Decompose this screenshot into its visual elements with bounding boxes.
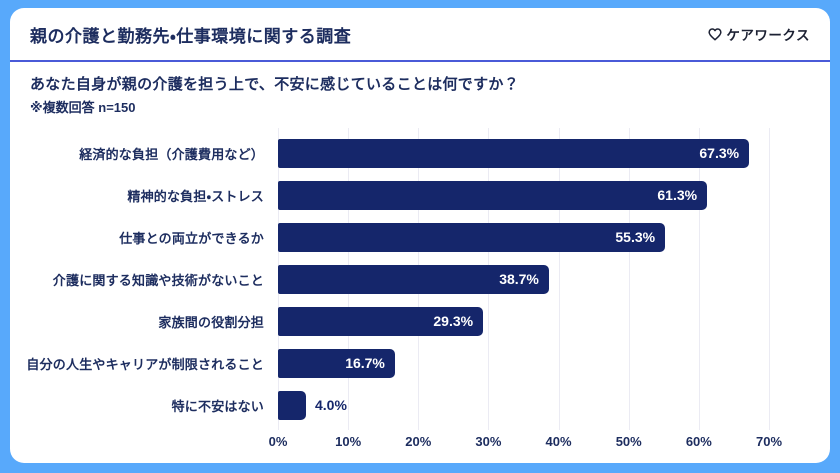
- bar-row: 家族間の役割分担 29.3%: [10, 300, 830, 342]
- bar-track: 29.3%: [278, 306, 768, 336]
- bar: 16.7%: [278, 348, 395, 378]
- value-label: 4.0%: [315, 397, 347, 413]
- category-label: 家族間の役割分担: [158, 314, 264, 330]
- bar-track: 4.0%: [278, 390, 768, 420]
- page-title: 親の介護と勤務先・仕事環境に関する調査: [30, 26, 352, 46]
- value-label: 61.3%: [657, 187, 698, 203]
- x-axis-tick: 30%: [475, 434, 502, 449]
- bar: 38.7%: [278, 264, 549, 294]
- heart-outline-icon: [708, 27, 722, 41]
- bar: [278, 390, 306, 420]
- x-axis-tick: 10%: [335, 434, 362, 449]
- bar-row: 仕事との両立ができるか 55.3%: [10, 216, 830, 258]
- card-header: 親の介護と勤務先・仕事環境に関する調査 ケアワークス: [10, 8, 830, 62]
- bar-row: 特に不安はない 4.0%: [10, 384, 830, 426]
- brand-logo: ケアワークス: [708, 24, 810, 44]
- bar-row: 自分の人生やキャリアが制限されること 16.7%: [10, 342, 830, 384]
- value-label: 29.3%: [433, 313, 474, 329]
- bar-row: 介護に関する知識や技術がないこと 38.7%: [10, 258, 830, 300]
- value-label: 67.3%: [699, 145, 740, 161]
- value-label: 16.7%: [345, 355, 385, 371]
- bar-track: 38.7%: [278, 264, 768, 294]
- question-block: あなた自身が親の介護を担う上で、不安に感じていることは何ですか？ ※複数回答 n…: [10, 62, 830, 116]
- category-label: 経済的な負担（介護費用など）: [79, 146, 264, 162]
- category-label: 特に不安はない: [171, 398, 264, 414]
- category-label: 精神的な負担・ストレス: [127, 188, 264, 204]
- bar: 55.3%: [278, 222, 666, 252]
- bar: 61.3%: [278, 180, 708, 210]
- x-axis-tick: 0%: [268, 434, 288, 449]
- x-axis: 0% 10% 20% 30% 40% 50% 60% 70%: [269, 426, 782, 456]
- x-axis-tick: 20%: [405, 434, 432, 449]
- value-label: 55.3%: [615, 229, 656, 245]
- bar-track: 55.3%: [278, 222, 768, 252]
- bar-track: 61.3%: [278, 180, 768, 210]
- x-axis-tick: 70%: [755, 434, 783, 449]
- bar: 29.3%: [278, 306, 484, 336]
- bar-rows: 経済的な負担（介護費用など） 67.3% 精神的な負担・ストレス 61.3% 仕事との両…: [10, 128, 830, 430]
- x-axis-tick: 40%: [545, 434, 572, 449]
- brand-logo-text: ケアワークス: [726, 28, 810, 43]
- category-label: 自分の人生やキャリアが制限されること: [26, 356, 264, 372]
- category-label: 仕事との両立ができるか: [119, 230, 264, 246]
- value-label: 38.7%: [499, 271, 539, 287]
- bar-track: 67.3%: [278, 138, 768, 168]
- bar-track: 16.7%: [278, 348, 768, 378]
- bar: 67.3%: [278, 138, 750, 168]
- question-note: ※複数回答 n=150: [30, 100, 136, 115]
- category-label: 介護に関する知識や技術がないこと: [52, 272, 264, 288]
- bar-row: 経済的な負担（介護費用など） 67.3%: [10, 132, 830, 174]
- x-axis-tick: 50%: [615, 434, 642, 449]
- x-axis-tick: 60%: [685, 434, 712, 449]
- bar-row: 精神的な負担・ストレス 61.3%: [10, 174, 830, 216]
- bar-chart: 経済的な負担（介護費用など） 67.3% 精神的な負担・ストレス 61.3% 仕事との両…: [10, 128, 830, 456]
- question-text: あなた自身が親の介護を担う上で、不安に感じていることは何ですか？: [30, 76, 520, 93]
- survey-card: 親の介護と勤務先・仕事環境に関する調査 ケアワークス あなた自身が親の介護を担う…: [10, 8, 830, 463]
